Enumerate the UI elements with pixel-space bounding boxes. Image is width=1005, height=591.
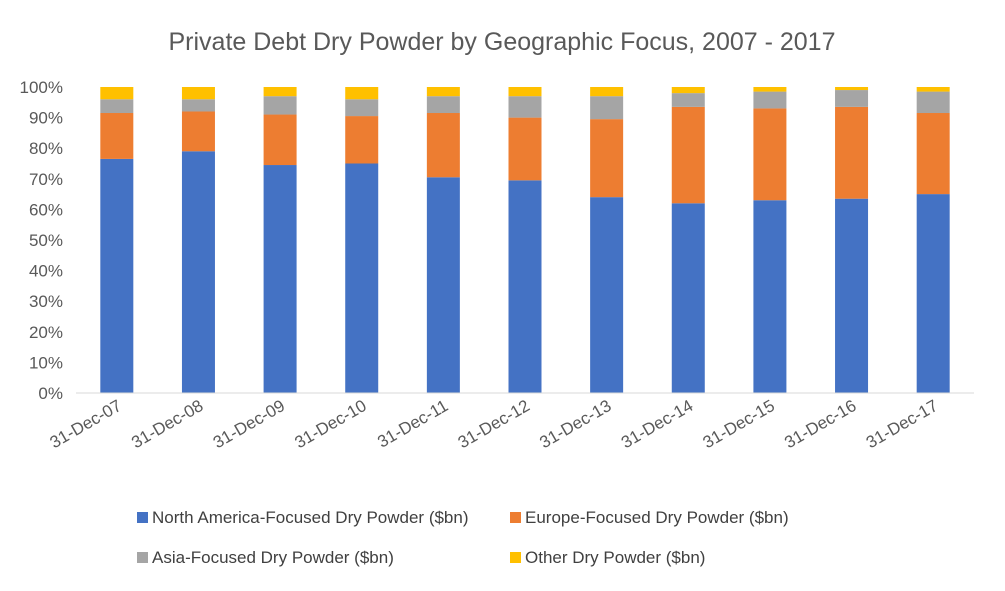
y-axis: 0% 10% 20% 30% 40% 50% 60% 70% 80% 90% 100% <box>20 78 63 403</box>
bar-stack <box>345 87 379 393</box>
legend-label: Asia-Focused Dry Powder ($bn) <box>152 548 394 567</box>
legend-label: Other Dry Powder ($bn) <box>525 548 705 567</box>
bar-segment-1 <box>916 194 950 393</box>
x-axis: 31-Dec-07 31-Dec-08 31-Dec-09 31-Dec-10 31-D… <box>47 396 942 452</box>
legend-item: Asia-Focused Dry Powder ($bn) <box>137 548 394 567</box>
bar-segment-1 <box>345 163 379 393</box>
bar-stack <box>181 87 215 393</box>
bar-segment-1 <box>508 180 542 393</box>
bar-segment-1 <box>671 203 705 393</box>
bar-segment-3 <box>508 96 542 118</box>
y-tick-label: 100% <box>20 78 63 97</box>
bar-stack <box>100 87 134 393</box>
bar-segment-3 <box>181 99 215 112</box>
legend-swatch <box>510 512 521 523</box>
bar-segment-1 <box>181 151 215 393</box>
bar-segment-2 <box>916 113 950 195</box>
bar-segment-1 <box>100 158 134 393</box>
legend-item: Europe-Focused Dry Powder ($bn) <box>510 508 789 527</box>
x-tick-label: 31-Dec-12 <box>455 396 533 452</box>
chart-title: Private Debt Dry Powder by Geographic Fo… <box>168 28 835 56</box>
x-tick-label: 31-Dec-15 <box>700 396 778 452</box>
bar-segment-3 <box>671 93 705 107</box>
x-tick-label: 31-Dec-16 <box>781 396 859 452</box>
bar-segment-4 <box>916 87 950 92</box>
bar-segment-1 <box>753 200 787 393</box>
x-tick-label: 31-Dec-09 <box>210 396 288 452</box>
bar-segment-3 <box>753 91 787 109</box>
bar-segment-4 <box>100 87 134 100</box>
bar-stack <box>753 87 787 393</box>
bar-stack <box>835 87 869 393</box>
bar-segment-2 <box>835 106 869 199</box>
y-tick-label: 40% <box>29 262 63 281</box>
x-tick-label: 31-Dec-17 <box>863 396 941 452</box>
y-tick-label: 20% <box>29 323 63 342</box>
bar-segment-2 <box>345 116 379 164</box>
bar-segment-4 <box>671 87 705 94</box>
y-tick-label: 70% <box>29 170 63 189</box>
legend-item: North America-Focused Dry Powder ($bn) <box>137 508 469 527</box>
bar-segment-2 <box>508 117 542 181</box>
legend-label: North America-Focused Dry Powder ($bn) <box>152 508 469 527</box>
bar-segment-2 <box>181 111 215 152</box>
x-tick-label: 31-Dec-11 <box>374 396 451 452</box>
bar-stack <box>671 87 705 393</box>
y-tick-label: 90% <box>29 109 63 128</box>
y-tick-label: 30% <box>29 292 63 311</box>
bar-segment-3 <box>916 91 950 114</box>
x-tick-label: 31-Dec-14 <box>618 396 696 452</box>
bar-stack <box>590 87 624 393</box>
legend-swatch <box>137 512 148 523</box>
bar-segment-2 <box>671 106 705 204</box>
y-tick-label: 50% <box>29 231 63 250</box>
x-tick-label: 31-Dec-10 <box>291 396 369 452</box>
bar-stack <box>916 87 950 393</box>
bar-segment-4 <box>345 87 379 100</box>
bar-segment-2 <box>426 113 460 178</box>
bar-segment-4 <box>426 87 460 97</box>
bar-segment-3 <box>426 96 460 114</box>
legend-item: Other Dry Powder ($bn) <box>510 548 705 567</box>
bar-segment-4 <box>753 87 787 92</box>
bar-stack <box>426 87 460 393</box>
bar-segment-3 <box>345 99 379 117</box>
y-tick-label: 80% <box>29 139 63 158</box>
bar-segment-4 <box>181 87 215 100</box>
x-tick-label: 31-Dec-13 <box>536 396 614 452</box>
bar-segment-2 <box>263 114 297 166</box>
y-tick-label: 60% <box>29 200 63 219</box>
bar-segment-4 <box>835 87 869 91</box>
x-tick-label: 31-Dec-08 <box>128 396 206 452</box>
bar-segment-4 <box>263 87 297 97</box>
legend: North America-Focused Dry Powder ($bn) Eu… <box>137 508 789 567</box>
bar-segment-2 <box>590 119 624 198</box>
bar-segment-3 <box>263 96 297 115</box>
x-tick-label: 31-Dec-07 <box>47 396 125 452</box>
bar-segment-3 <box>835 90 869 107</box>
legend-swatch <box>137 552 148 563</box>
bar-segment-1 <box>263 165 297 393</box>
legend-label: Europe-Focused Dry Powder ($bn) <box>525 508 789 527</box>
legend-swatch <box>510 552 521 563</box>
bars <box>100 87 950 393</box>
bar-stack <box>263 87 297 393</box>
bar-segment-3 <box>100 99 134 114</box>
bar-segment-4 <box>590 87 624 97</box>
bar-stack <box>508 87 542 393</box>
bar-segment-1 <box>426 177 460 393</box>
bar-segment-1 <box>590 197 624 393</box>
y-tick-label: 10% <box>29 353 63 372</box>
bar-segment-1 <box>835 198 869 393</box>
bar-segment-2 <box>753 108 787 201</box>
bar-segment-3 <box>590 96 624 120</box>
bar-segment-4 <box>508 87 542 97</box>
bar-segment-2 <box>100 113 134 159</box>
y-tick-label: 0% <box>38 384 63 403</box>
